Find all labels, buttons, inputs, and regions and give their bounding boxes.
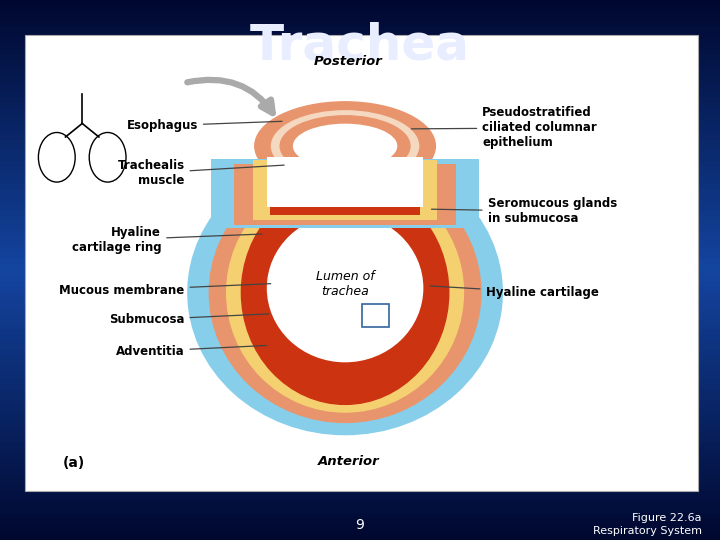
Text: Seromucous glands
in submucosa: Seromucous glands in submucosa	[431, 198, 617, 225]
Ellipse shape	[188, 151, 503, 435]
Text: (a): (a)	[63, 456, 85, 470]
Text: Adventitia: Adventitia	[116, 345, 266, 357]
Bar	[362, 303, 389, 327]
Text: Mucous membrane: Mucous membrane	[59, 284, 271, 297]
Text: Figure 22.6a
Respiratory System: Figure 22.6a Respiratory System	[593, 514, 702, 536]
Ellipse shape	[275, 224, 415, 353]
Text: Hyaline cartilage: Hyaline cartilage	[430, 286, 598, 299]
Ellipse shape	[241, 181, 449, 404]
Bar	[253, 160, 438, 220]
Ellipse shape	[271, 111, 418, 181]
Bar	[25, 35, 698, 491]
Text: Trachea: Trachea	[250, 22, 470, 70]
Text: Posterior: Posterior	[314, 55, 383, 68]
Ellipse shape	[280, 116, 410, 176]
Bar	[212, 159, 479, 228]
Text: Pseudostratified
ciliated columnar
epithelium: Pseudostratified ciliated columnar epith…	[411, 106, 597, 150]
Text: Hyaline
cartilage ring: Hyaline cartilage ring	[71, 226, 262, 254]
Ellipse shape	[268, 214, 423, 362]
Text: 9: 9	[356, 518, 364, 532]
Bar	[234, 164, 456, 225]
Text: Submucosa: Submucosa	[109, 313, 269, 326]
Ellipse shape	[210, 163, 481, 422]
Text: Anterior: Anterior	[318, 455, 379, 468]
Text: Esophagus: Esophagus	[127, 119, 282, 132]
Bar	[268, 157, 423, 207]
Bar	[271, 160, 420, 215]
Ellipse shape	[255, 102, 436, 190]
Text: Trachealis
muscle: Trachealis muscle	[117, 159, 284, 187]
Text: Lumen of
trachea: Lumen of trachea	[316, 269, 374, 298]
Polygon shape	[257, 205, 433, 372]
Ellipse shape	[227, 173, 464, 412]
FancyArrowPatch shape	[187, 80, 273, 113]
Ellipse shape	[294, 124, 397, 167]
